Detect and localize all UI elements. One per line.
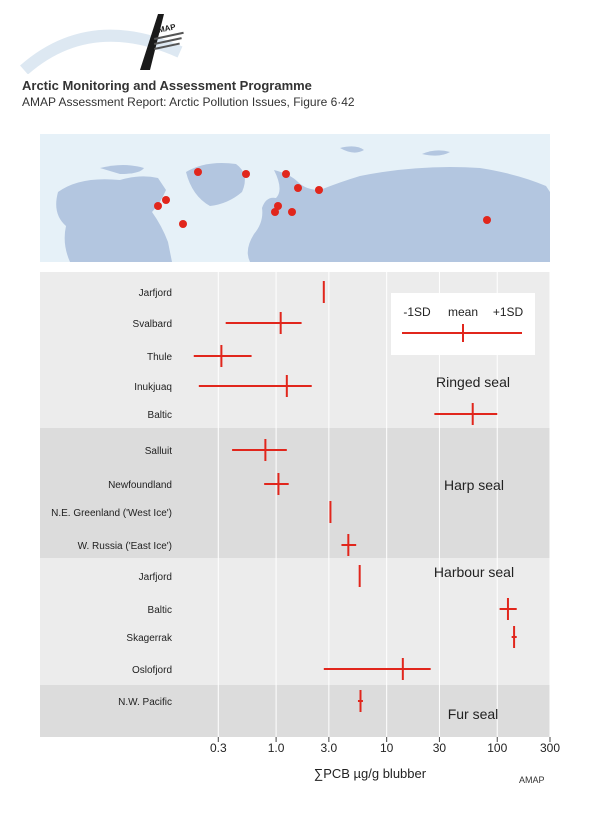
interval-mark [357, 690, 363, 712]
footer-credit: AMAP [519, 775, 545, 785]
x-tick-label: 300 [540, 741, 560, 755]
legend: -1SD mean +1SD [391, 293, 535, 355]
x-axis: 0.3 1.0 3.0 10 30 100 300 [210, 737, 560, 755]
row-label: Baltic [148, 605, 172, 616]
interval-mark [264, 473, 289, 495]
group-label: Harp seal [444, 477, 504, 493]
row-label: Baltic [148, 410, 172, 421]
x-gridlines [217, 272, 551, 737]
row-label: W. Russia ('East Ice') [78, 541, 172, 552]
interval-mark [198, 375, 312, 397]
x-tick-label: 100 [487, 741, 507, 755]
row-label: Jarfjord [139, 288, 172, 299]
logo-line [154, 42, 180, 50]
interval-mark [499, 598, 517, 620]
group-band [40, 558, 550, 685]
report-subtitle: AMAP Assessment Report: Arctic Pollution… [22, 95, 355, 109]
interval-marks [193, 281, 517, 712]
row-label: Svalbard [133, 319, 172, 330]
interval-mark [341, 534, 357, 556]
group-label: Ringed seal [436, 374, 510, 390]
site-dot [242, 170, 250, 178]
interval-mark [232, 439, 287, 461]
x-tick-label: 10 [380, 741, 394, 755]
group-label: Fur seal [448, 706, 499, 722]
row-label: Salluit [145, 446, 172, 457]
x-tick-label: 1.0 [268, 741, 285, 755]
x-axis-title: ∑PCB µg/g blubber [314, 766, 427, 781]
logo-line [154, 37, 182, 45]
row-label: Thule [147, 352, 172, 363]
interval-mark [193, 345, 252, 367]
x-tick-label: 30 [433, 741, 447, 755]
group-band [40, 428, 550, 558]
row-label: N.W. Pacific [118, 697, 172, 708]
site-dot [271, 208, 279, 216]
site-dot [288, 208, 296, 216]
site-dot [483, 216, 491, 224]
row-label: Oslofjord [132, 665, 172, 676]
site-dot [294, 184, 302, 192]
logo-line [153, 31, 184, 40]
site-dot [154, 202, 162, 210]
x-tick-label: 0.3 [210, 741, 227, 755]
row-label: Skagerrak [126, 633, 173, 644]
legend-minus-sd: -1SD [403, 305, 431, 319]
row-label: Jarfjord [139, 572, 172, 583]
site-dot [194, 168, 202, 176]
interval-mark [225, 312, 302, 334]
x-tick-label: 3.0 [321, 741, 338, 755]
logo-wedge [140, 14, 164, 70]
group-band [40, 685, 550, 737]
site-dot [274, 202, 282, 210]
legend-plus-sd: +1SD [493, 305, 524, 319]
site-dot [282, 170, 290, 178]
site-dots [154, 168, 491, 228]
row-label: Inukjuaq [134, 382, 172, 393]
row-label: Newfoundland [108, 480, 172, 491]
sampling-sites-map [40, 134, 550, 262]
interval-mark [323, 658, 431, 680]
row-labels: Jarfjord Svalbard Thule Inukjuaq Baltic Sallu… [51, 288, 173, 708]
site-dot [315, 186, 323, 194]
interval-mark [434, 403, 498, 425]
site-dot [162, 196, 170, 204]
org-title: Arctic Monitoring and Assessment Program… [22, 78, 312, 93]
interval-mark [511, 626, 517, 648]
site-dot [179, 220, 187, 228]
row-label: N.E. Greenland ('West Ice') [51, 508, 172, 519]
legend-mean: mean [448, 305, 478, 319]
group-label: Harbour seal [434, 564, 514, 580]
group-labels: Ringed seal Harp seal Harbour seal Fur seal [434, 374, 514, 722]
amap-logo: AMAP [20, 14, 184, 74]
